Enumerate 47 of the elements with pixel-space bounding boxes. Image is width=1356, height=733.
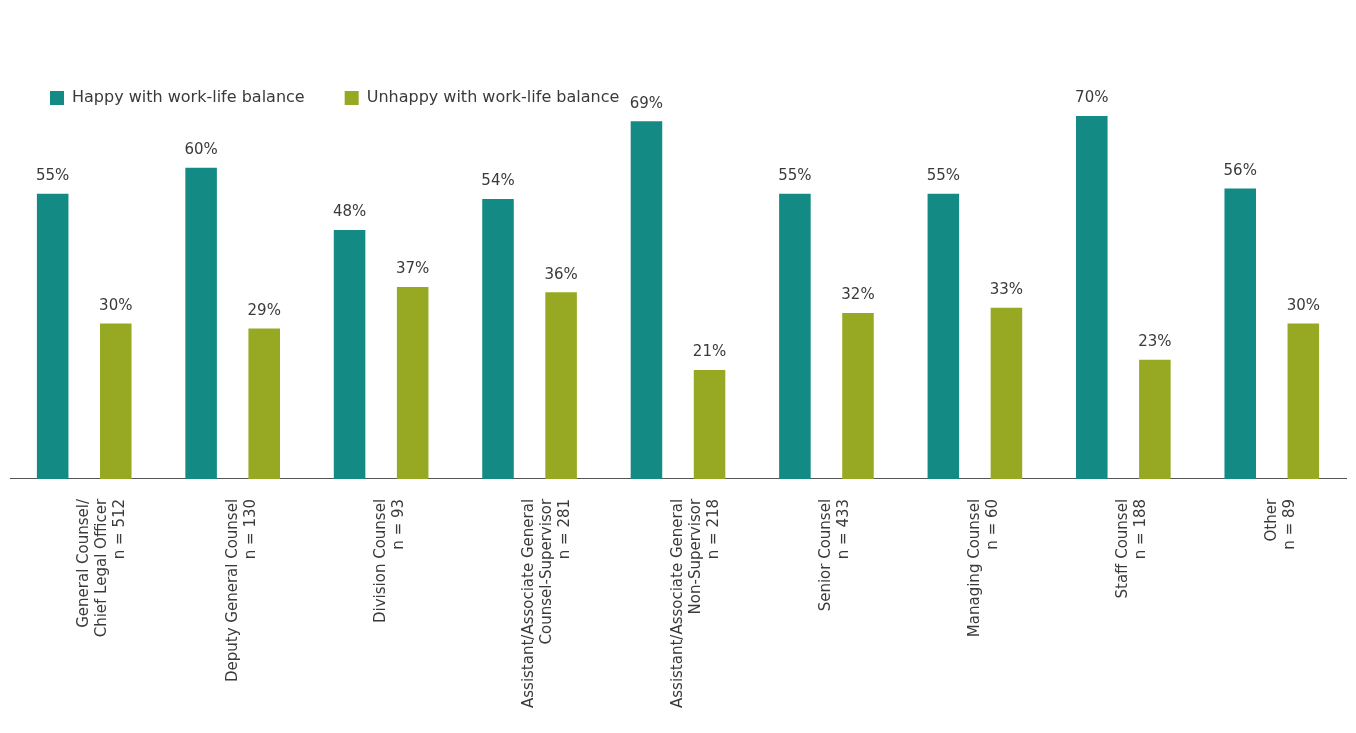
- bar: [1139, 359, 1171, 479]
- data-label: 55%: [926, 166, 961, 185]
- x-tick-label: Senior Counsel n = 433: [816, 498, 853, 612]
- x-tick-label: Division Counsel n = 93: [371, 498, 407, 624]
- bar: [248, 328, 280, 479]
- data-label: 29%: [247, 300, 281, 319]
- bar: [1287, 323, 1320, 479]
- bar: [185, 167, 217, 479]
- x-tick-label: Assistant/Associate General Non-Supervisor n = 218: [667, 498, 722, 709]
- data-label: 56%: [1223, 160, 1257, 179]
- bar: [396, 287, 429, 479]
- data-label: 23%: [1138, 332, 1172, 351]
- x-tick-label: Managing Counsel n = 60: [964, 498, 1001, 638]
- x-tick-label: Staff Counsel n = 188: [1113, 498, 1150, 599]
- bar: [1076, 116, 1108, 479]
- bar: [842, 313, 874, 479]
- x-tick-label: Deputy General Counsel n = 130: [222, 498, 259, 683]
- legend-label: Unhappy with work-life balance: [366, 87, 620, 107]
- data-label: 32%: [841, 285, 875, 304]
- bar: [99, 323, 132, 479]
- data-label: 30%: [1286, 295, 1320, 314]
- bar: [630, 121, 663, 479]
- data-label: 55%: [36, 166, 70, 185]
- legend-label: Happy with work-life balance: [72, 87, 305, 107]
- bar: [482, 198, 514, 479]
- bar: [545, 292, 577, 479]
- data-label: 69%: [629, 93, 664, 112]
- x-tick-label: General Counsel/ Chief Legal Officer n = 512: [74, 498, 129, 638]
- bar: [927, 193, 960, 479]
- data-label: 60%: [184, 140, 218, 159]
- data-label: 30%: [99, 295, 133, 314]
- data-label: 55%: [778, 166, 812, 185]
- bar: [1224, 188, 1257, 479]
- bar: [779, 193, 811, 479]
- data-label: 70%: [1075, 88, 1109, 107]
- x-tick-label: Other n = 89: [1261, 498, 1298, 550]
- data-label: 21%: [692, 342, 727, 361]
- data-label: 48%: [332, 202, 367, 221]
- x-tick-label: Assistant/Associate General Counsel-Supervisor n = 281: [519, 498, 574, 709]
- data-label: 33%: [989, 280, 1024, 299]
- data-label: 36%: [544, 264, 578, 283]
- data-label: 54%: [481, 171, 515, 190]
- data-label: 37%: [395, 259, 430, 278]
- bar: [333, 230, 366, 479]
- bar: [693, 370, 726, 479]
- bar: [990, 307, 1023, 479]
- bar: [36, 193, 69, 479]
